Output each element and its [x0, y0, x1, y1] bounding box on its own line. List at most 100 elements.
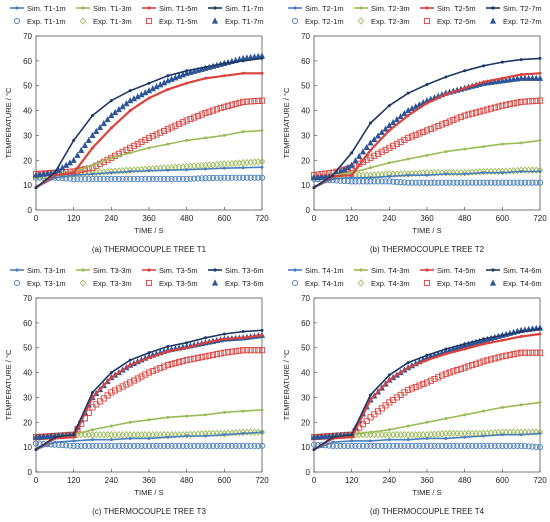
data-point: [344, 442, 351, 449]
data-point: [72, 171, 76, 175]
data-point: [401, 442, 408, 449]
data-point: [228, 174, 235, 181]
data-point: [213, 174, 220, 181]
data-point: [161, 363, 168, 370]
data-point: [457, 179, 464, 186]
data-point: [401, 136, 408, 143]
data-point: [123, 175, 130, 182]
data-point: [202, 353, 209, 360]
legend-marker: [423, 17, 431, 25]
data-point: [482, 434, 485, 438]
data-point: [476, 108, 483, 115]
data-point: [331, 440, 335, 444]
x-tick-label: 360: [420, 214, 434, 223]
data-point: [157, 442, 164, 449]
data-point: [423, 442, 431, 449]
data-point: [454, 179, 461, 186]
data-point: [405, 442, 412, 449]
data-point: [416, 130, 423, 137]
data-point: [536, 166, 544, 174]
data-point: [185, 341, 189, 345]
data-point: [183, 117, 190, 124]
data-point: [206, 352, 213, 359]
data-point: [463, 147, 467, 151]
data-point: [374, 132, 382, 139]
data-point: [147, 436, 151, 440]
data-point: [147, 351, 151, 355]
data-point: [387, 174, 391, 178]
x-tick-label: 240: [383, 476, 397, 485]
data-point: [444, 347, 448, 351]
data-point: [91, 395, 94, 399]
data-point: [425, 153, 429, 157]
data-point: [412, 179, 419, 186]
data-point: [499, 179, 506, 186]
legend-entry: Exp. T3-3m: [79, 279, 132, 288]
data-point: [378, 148, 385, 155]
legend-label: Exp. T3-5m: [159, 279, 198, 288]
data-point: [412, 131, 419, 138]
data-point: [100, 175, 107, 182]
data-point: [147, 356, 151, 360]
chart-caption: (a) THERMOCOUPLE TREE T1: [92, 245, 207, 254]
y-tick-label: 30: [23, 131, 32, 140]
legend-entry: Sim. T3-3m: [76, 266, 132, 275]
x-tick-label: 600: [496, 476, 510, 485]
data-point: [157, 175, 164, 182]
data-point: [128, 109, 132, 113]
data-point: [161, 127, 168, 135]
data-point: [260, 408, 264, 412]
data-point: [127, 144, 134, 151]
data-point: [93, 442, 100, 449]
data-point: [538, 71, 542, 75]
data-point: [506, 442, 513, 449]
y-tick-label: 40: [23, 107, 32, 116]
data-point: [191, 114, 198, 121]
data-point: [240, 98, 247, 105]
data-point: [514, 350, 521, 357]
data-point: [194, 112, 202, 120]
data-point: [78, 146, 85, 153]
y-tick-label: 50: [23, 344, 32, 353]
data-point: [359, 442, 367, 449]
data-point: [153, 442, 160, 449]
data-point: [427, 125, 434, 133]
data-point: [472, 442, 480, 449]
x-tick-label: 480: [458, 476, 472, 485]
data-point: [444, 92, 448, 96]
x-axis-label: TIME / S: [412, 488, 441, 497]
x-axis-label: TIME / S: [412, 226, 441, 235]
data-point: [533, 443, 540, 450]
x-tick-label: 480: [180, 476, 194, 485]
legend-dot: [425, 6, 429, 10]
data-point: [487, 356, 495, 363]
data-point: [510, 442, 517, 449]
series-Exp. T2-3m: [310, 166, 544, 182]
data-point: [348, 161, 355, 168]
data-point: [386, 144, 393, 151]
data-point: [63, 442, 70, 449]
data-point: [519, 330, 523, 334]
data-point: [491, 355, 498, 362]
legend-entry: Sim. T2-3m: [354, 4, 410, 13]
data-point: [53, 440, 57, 444]
data-point: [47, 432, 55, 439]
data-point: [217, 105, 224, 112]
data-point: [74, 442, 81, 449]
y-tick-label: 60: [301, 319, 310, 328]
data-point: [128, 363, 132, 367]
data-point: [435, 374, 442, 381]
x-tick-label: 720: [255, 476, 269, 485]
data-point: [416, 442, 423, 449]
legend-marker: [145, 279, 153, 287]
legend-marker: [423, 279, 431, 287]
data-point: [500, 338, 504, 342]
data-point: [213, 442, 220, 449]
legend-entry: Sim. T2-5m: [420, 4, 476, 13]
data-point: [134, 375, 141, 382]
legend-marker: [211, 279, 219, 286]
data-point: [164, 442, 171, 449]
x-tick-label: 0: [312, 476, 317, 485]
legend-entry: Exp. T4-6m: [489, 279, 542, 288]
legend-label: Exp. T4-1m: [305, 279, 344, 288]
